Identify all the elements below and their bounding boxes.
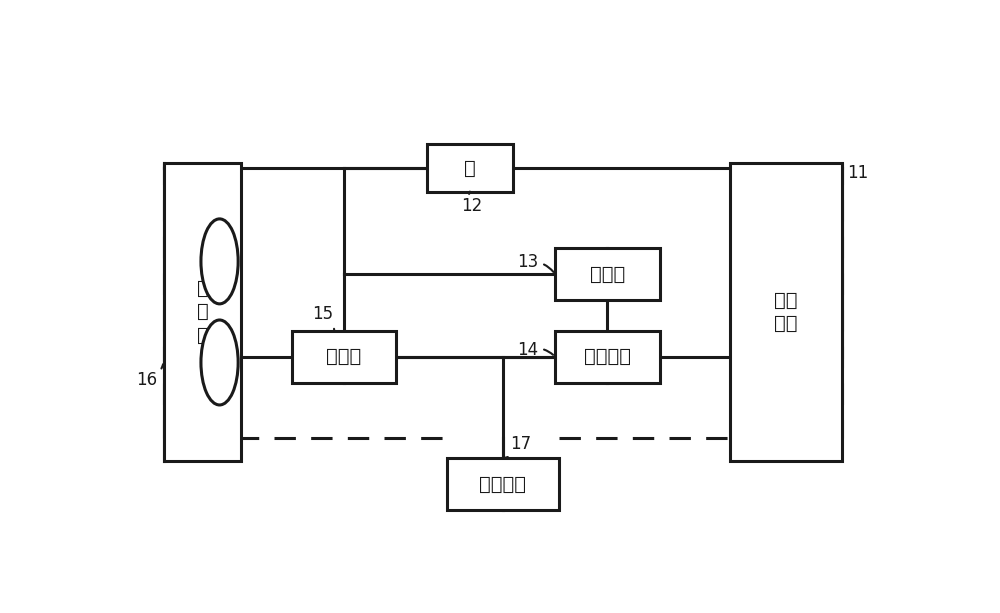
Text: 17: 17 <box>505 435 531 458</box>
Text: 节温器: 节温器 <box>326 348 362 366</box>
Bar <box>292 331 396 383</box>
Bar <box>447 459 559 510</box>
Text: 12: 12 <box>462 191 483 215</box>
Bar <box>164 163 241 460</box>
Text: 11: 11 <box>842 163 868 181</box>
Text: 16: 16 <box>136 364 163 389</box>
Text: 15: 15 <box>312 305 334 331</box>
Text: 13: 13 <box>517 253 553 272</box>
Text: 散
热
器: 散 热 器 <box>197 279 208 345</box>
Text: 中冷器: 中冷器 <box>590 265 625 284</box>
Text: 14: 14 <box>517 341 553 359</box>
Ellipse shape <box>201 219 238 304</box>
Ellipse shape <box>201 320 238 405</box>
Text: 泵: 泵 <box>464 159 476 177</box>
Bar <box>427 144 512 191</box>
Text: 燃料
电池: 燃料 电池 <box>774 291 797 333</box>
Bar <box>730 163 842 460</box>
Bar <box>555 331 660 383</box>
Text: 膨胀水壶: 膨胀水壶 <box>479 474 526 493</box>
Text: 去离子器: 去离子器 <box>584 348 631 366</box>
Bar <box>555 248 660 300</box>
